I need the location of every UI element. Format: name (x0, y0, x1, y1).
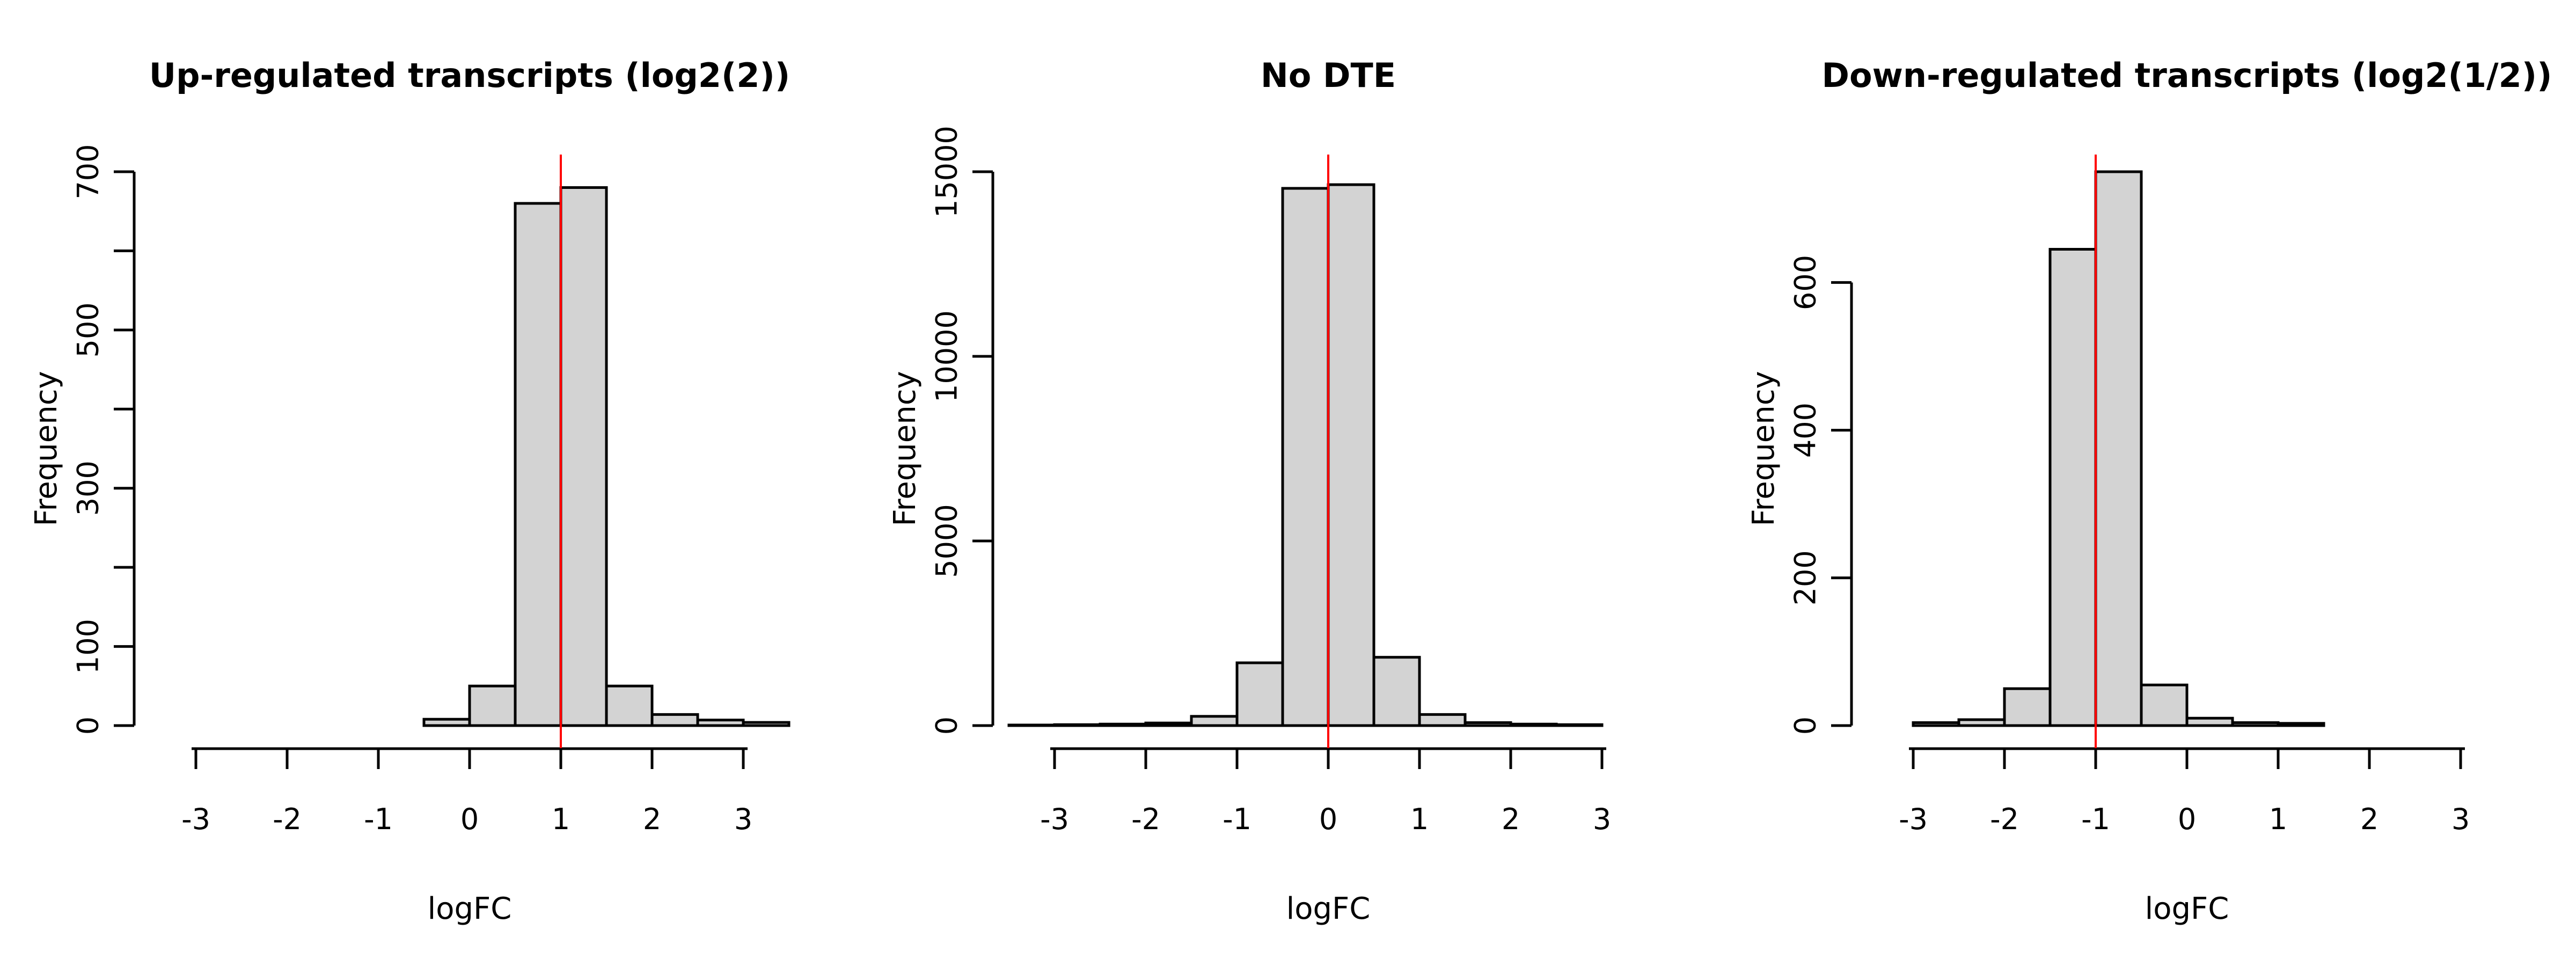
y-tick-label: 700 (71, 144, 105, 199)
axes: 0 100 300 500 700 -3 -2 -1 0 1 2 3 (71, 144, 753, 836)
histogram-bar (1099, 722, 1147, 727)
x-axis-label: logFC (1286, 891, 1371, 926)
histogram-bar (742, 721, 791, 727)
histogram-bar (1235, 661, 1284, 727)
histogram-bar (1509, 722, 1558, 727)
x-tick-label: -1 (364, 802, 393, 836)
x-tick-label: -2 (1990, 802, 2019, 836)
x-tick-label: 1 (1410, 802, 1429, 836)
y-tick-label: 400 (1789, 402, 1823, 458)
y-tick-label: 15000 (930, 126, 964, 218)
y-axis-label: Frequency (29, 371, 64, 526)
y-tick-label: 300 (71, 460, 105, 516)
y-tick-label: 200 (1789, 550, 1823, 605)
y-tick-label: 500 (71, 302, 105, 357)
x-tick-label: 3 (734, 802, 752, 836)
histogram-up-regulated: Up-regulated transcripts (log2(2)) Frequ… (29, 56, 791, 926)
x-tick-label: -1 (2081, 802, 2110, 836)
histogram-bar (1418, 713, 1467, 727)
y-tick-label: 100 (71, 619, 105, 674)
x-tick-label: 3 (2451, 802, 2470, 836)
x-tick-label: -2 (1131, 802, 1160, 836)
histogram-bar (1053, 723, 1102, 727)
histogram-bar (2094, 170, 2143, 727)
histogram-bar (1144, 721, 1193, 727)
histogram-bar (1007, 723, 1056, 727)
histogram-bars (1007, 183, 1604, 727)
histogram-bar (559, 186, 608, 727)
histogram-bar (650, 713, 699, 727)
x-tick-label: 1 (2269, 802, 2287, 836)
x-tick-label: 0 (2178, 802, 2196, 836)
histogram-bar (2048, 247, 2097, 727)
x-axis-label: logFC (428, 891, 512, 926)
y-tick-label: 600 (1789, 255, 1823, 310)
x-tick-label: -3 (1040, 802, 1069, 836)
histogram-bar (1281, 187, 1330, 727)
histogram-bar (2277, 722, 2325, 727)
axes: 0 5000 10000 15000 -3 -2 -1 0 1 2 3 (930, 126, 1612, 836)
histogram-down-regulated: Down-regulated transcripts (log2(1/2)) F… (1746, 56, 2552, 926)
histogram-bar (1327, 183, 1375, 727)
x-tick-label: -3 (181, 802, 210, 836)
y-tick-label: 0 (1789, 716, 1823, 735)
x-axis-label: logFC (2145, 891, 2229, 926)
x-tick-label: 2 (1502, 802, 1520, 836)
histogram-bar (2140, 683, 2189, 727)
panel-title: Down-regulated transcripts (log2(1/2)) (1822, 56, 2552, 95)
histogram-bars (1912, 170, 2325, 727)
histogram-bar (605, 684, 654, 727)
panel-no-dte: No DTE Frequency logFC 0 5000 10000 15000 -3… (859, 0, 1717, 966)
histogram-bar (468, 684, 517, 727)
x-tick-label: 3 (1593, 802, 1611, 836)
histogram-bar (2003, 687, 2052, 727)
panel-title: Up-regulated transcripts (log2(2)) (149, 56, 790, 95)
x-tick-label: 0 (1319, 802, 1337, 836)
histogram-bar (2231, 721, 2280, 727)
y-tick-label: 0 (71, 716, 105, 735)
histogram-bar (422, 718, 471, 727)
x-tick-label: 2 (643, 802, 661, 836)
x-tick-label: -3 (1899, 802, 1928, 836)
x-tick-label: -2 (273, 802, 302, 836)
histogram-bar (1555, 723, 1604, 727)
panel-down-regulated: Down-regulated transcripts (log2(1/2)) F… (1717, 0, 2576, 966)
x-tick-label: 1 (552, 802, 570, 836)
x-tick-label: 0 (460, 802, 479, 836)
axes: 0 200 400 600 -3 -2 -1 0 1 2 3 (1789, 255, 2470, 836)
histogram-bar (1463, 721, 1512, 727)
histogram-bar (2185, 716, 2234, 727)
panel-title: No DTE (1261, 56, 1396, 95)
panel-up-regulated: Up-regulated transcripts (log2(2)) Frequ… (0, 0, 859, 966)
histogram-bars (422, 186, 791, 727)
histogram-bar (1912, 721, 1960, 727)
histogram-bar (1372, 656, 1421, 727)
y-axis-label: Frequency (1746, 371, 1781, 526)
x-tick-label: -1 (1223, 802, 1252, 836)
histogram-bar (514, 202, 562, 727)
y-axis-label: Frequency (888, 371, 923, 526)
x-tick-label: 2 (2360, 802, 2379, 836)
histogram-bar (1957, 718, 2006, 727)
y-tick-label: 0 (930, 716, 964, 735)
y-tick-label: 5000 (930, 504, 964, 577)
histogram-no-dte: No DTE Frequency logFC 0 5000 10000 15000 -3… (888, 56, 1612, 926)
histogram-bar (1190, 715, 1239, 727)
histogram-bar (696, 719, 745, 727)
y-tick-label: 10000 (930, 310, 964, 402)
